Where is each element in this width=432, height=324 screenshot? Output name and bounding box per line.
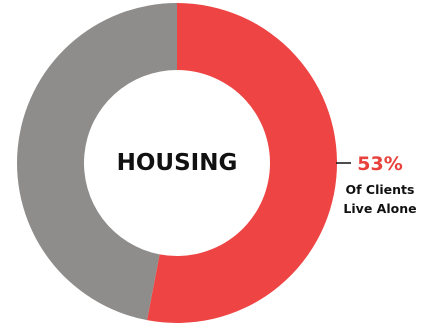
donut-slice-2 xyxy=(16,3,178,321)
chart-title: HOUSING xyxy=(117,150,238,176)
annotation-line-1: Of Clients xyxy=(346,182,415,197)
donut-slices xyxy=(16,3,337,323)
annotation-line-2: Live Alone xyxy=(343,201,416,216)
donut-slice-1 xyxy=(147,3,337,323)
annotation-percent: 53% xyxy=(357,153,402,175)
